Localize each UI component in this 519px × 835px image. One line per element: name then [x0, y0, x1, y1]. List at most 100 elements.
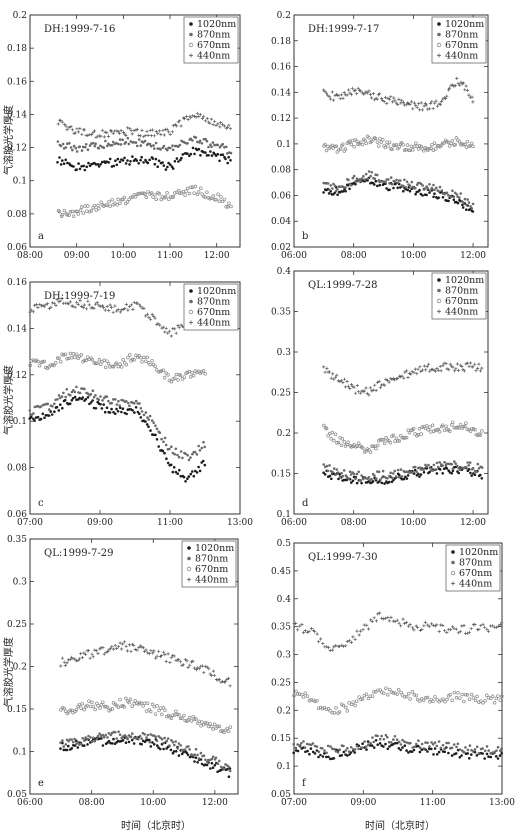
data-point	[80, 132, 84, 136]
data-point	[341, 474, 345, 478]
data-point	[64, 124, 68, 128]
data-point	[357, 747, 360, 751]
legend-entry: 440nm	[195, 575, 228, 586]
data-point	[366, 177, 370, 180]
data-point	[311, 742, 315, 745]
data-point	[412, 371, 416, 375]
panel-letter: f	[302, 778, 307, 789]
data-point	[360, 697, 365, 701]
data-point	[148, 738, 151, 742]
data-point	[189, 719, 194, 723]
data-point	[451, 469, 455, 473]
data-point	[364, 141, 368, 146]
data-point	[419, 101, 423, 105]
data-point	[356, 86, 360, 90]
data-point	[142, 161, 145, 164]
x-tick-label: 12:00	[460, 251, 486, 261]
data-point	[128, 126, 132, 130]
data-point	[214, 678, 218, 682]
data-point	[142, 306, 146, 310]
data-point	[389, 615, 393, 619]
data-point	[313, 630, 317, 634]
data-point	[185, 186, 190, 191]
data-point	[75, 300, 79, 304]
data-point	[410, 100, 414, 104]
data-point	[326, 182, 330, 185]
data-point	[121, 642, 125, 646]
data-point	[460, 754, 463, 757]
data-point	[110, 197, 114, 202]
data-point	[384, 742, 387, 746]
data-point	[428, 369, 432, 373]
y-tick-label: 0.4	[277, 267, 292, 277]
data-point	[177, 712, 181, 717]
data-point	[443, 629, 447, 633]
data-point	[97, 398, 101, 402]
data-point	[221, 679, 225, 684]
data-point	[61, 739, 64, 742]
y-tick-label: 0.05	[7, 790, 27, 800]
data-point	[174, 709, 178, 714]
data-point	[450, 463, 454, 466]
data-point	[469, 205, 472, 208]
data-point	[189, 116, 193, 120]
data-point	[60, 120, 64, 124]
data-point	[339, 378, 343, 382]
data-point	[481, 700, 485, 705]
plot-frame	[293, 14, 489, 248]
data-point	[187, 715, 192, 720]
data-point	[153, 147, 156, 150]
data-point	[432, 753, 435, 756]
data-point	[393, 378, 397, 382]
x-tick-label: 07:00	[17, 518, 43, 528]
data-point	[169, 656, 173, 660]
data-point	[187, 475, 191, 478]
data-point	[362, 389, 366, 393]
data-point	[72, 389, 75, 392]
data-point	[155, 427, 159, 431]
data-point	[115, 141, 118, 145]
y-tick-label: 0.14	[7, 110, 27, 120]
data-point	[107, 199, 111, 204]
data-point	[345, 475, 349, 479]
data-point	[140, 410, 144, 413]
data-point	[390, 480, 394, 484]
data-point	[471, 202, 475, 206]
data-point	[454, 627, 458, 631]
data-point	[417, 427, 422, 431]
data-point	[418, 746, 422, 749]
x-axis-label-right: 时间（北京时）	[365, 819, 435, 832]
legend-marker	[189, 32, 193, 37]
data-point	[401, 100, 405, 104]
data-point	[294, 746, 298, 750]
data-point	[157, 649, 161, 653]
data-point	[93, 707, 97, 712]
data-point	[368, 92, 372, 97]
data-point	[416, 181, 420, 185]
data-point	[73, 395, 77, 399]
series-440nm	[292, 611, 504, 652]
legend-entry: 440nm	[459, 579, 492, 590]
data-point	[123, 156, 126, 160]
data-point	[146, 161, 150, 165]
data-point	[342, 750, 346, 754]
data-point	[116, 157, 120, 161]
data-point	[205, 139, 209, 143]
data-point	[157, 445, 160, 448]
data-point	[110, 742, 114, 745]
data-point	[374, 179, 378, 183]
data-point	[191, 714, 195, 719]
data-point	[399, 748, 403, 752]
data-point	[461, 424, 466, 429]
data-point	[397, 747, 401, 750]
data-point	[443, 747, 446, 751]
data-point	[365, 91, 370, 95]
data-point	[148, 414, 152, 418]
data-point	[94, 407, 98, 410]
data-point	[200, 720, 204, 724]
data-point	[346, 754, 349, 757]
data-point	[132, 643, 136, 647]
data-point	[471, 466, 475, 470]
data-point	[417, 102, 421, 106]
data-point	[96, 163, 100, 166]
